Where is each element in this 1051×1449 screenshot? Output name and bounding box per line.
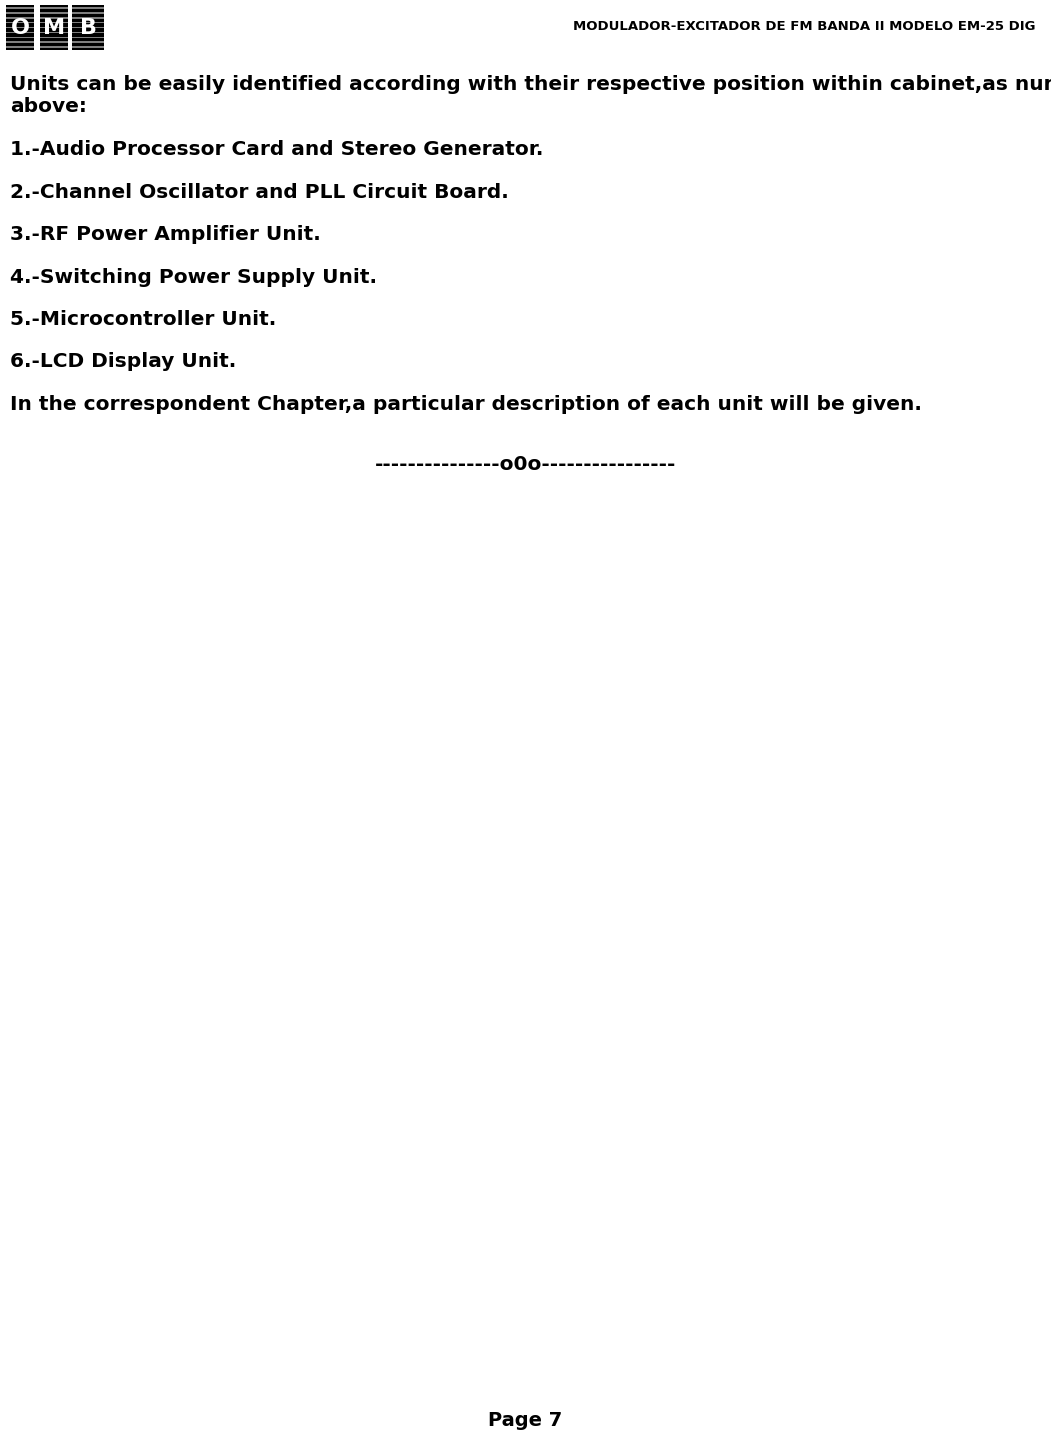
- Bar: [40, 42, 68, 43]
- Text: MODULADOR-EXCITADOR DE FM BANDA II MODELO EM-25 DIG: MODULADOR-EXCITADOR DE FM BANDA II MODEL…: [573, 20, 1035, 32]
- Bar: [40, 36, 68, 38]
- Bar: [73, 12, 104, 13]
- Text: In the correspondent Chapter,a particular description of each unit will be given: In the correspondent Chapter,a particula…: [11, 396, 922, 414]
- Bar: [6, 12, 35, 13]
- Text: M: M: [43, 17, 65, 38]
- Text: B: B: [80, 17, 97, 38]
- Bar: [73, 26, 104, 29]
- Bar: [6, 36, 35, 38]
- Text: 3.-RF Power Amplifier Unit.: 3.-RF Power Amplifier Unit.: [11, 225, 321, 243]
- Bar: [73, 32, 104, 33]
- Bar: [40, 12, 68, 13]
- Bar: [6, 32, 35, 33]
- Bar: [40, 7, 68, 9]
- Text: above:: above:: [11, 97, 87, 116]
- Text: Units can be easily identified according with their respective position within c: Units can be easily identified according…: [11, 75, 1051, 94]
- Text: 6.-LCD Display Unit.: 6.-LCD Display Unit.: [11, 352, 236, 371]
- Text: Page 7: Page 7: [489, 1410, 562, 1430]
- Bar: [6, 42, 35, 43]
- Text: ---------------o0o----------------: ---------------o0o----------------: [375, 455, 676, 474]
- Bar: [40, 46, 68, 48]
- Bar: [6, 6, 35, 49]
- Bar: [73, 46, 104, 48]
- Bar: [73, 42, 104, 43]
- Bar: [40, 32, 68, 33]
- Text: O: O: [11, 17, 29, 38]
- Bar: [40, 26, 68, 29]
- Text: 4.-Switching Power Supply Unit.: 4.-Switching Power Supply Unit.: [11, 268, 377, 287]
- Bar: [6, 22, 35, 23]
- Bar: [73, 7, 104, 9]
- Bar: [40, 6, 68, 49]
- Bar: [73, 6, 104, 49]
- Bar: [73, 17, 104, 19]
- Bar: [40, 22, 68, 23]
- Bar: [6, 26, 35, 29]
- Bar: [73, 36, 104, 38]
- Bar: [73, 22, 104, 23]
- Bar: [6, 17, 35, 19]
- Text: 5.-Microcontroller Unit.: 5.-Microcontroller Unit.: [11, 310, 276, 329]
- Text: 1.-Audio Processor Card and Stereo Generator.: 1.-Audio Processor Card and Stereo Gener…: [11, 141, 543, 159]
- Bar: [40, 17, 68, 19]
- Bar: [6, 46, 35, 48]
- Text: 2.-Channel Oscillator and PLL Circuit Board.: 2.-Channel Oscillator and PLL Circuit Bo…: [11, 183, 509, 201]
- Bar: [6, 7, 35, 9]
